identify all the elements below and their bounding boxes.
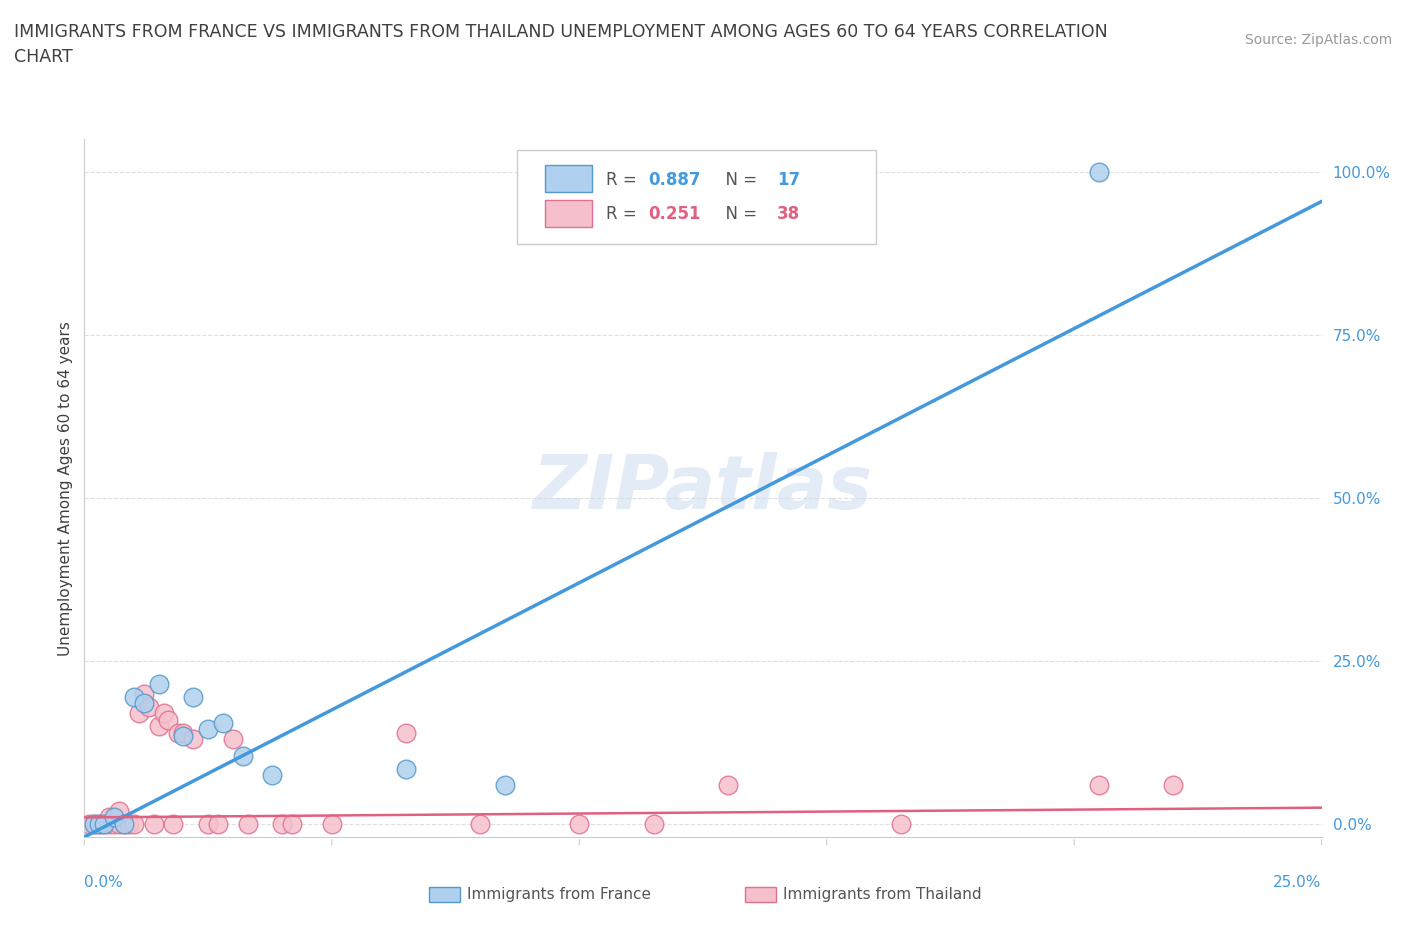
- Point: [103, 817, 125, 831]
- Point: [98, 817, 121, 831]
- Text: IMMIGRANTS FROM FRANCE VS IMMIGRANTS FROM THAILAND UNEMPLOYMENT AMONG AGES 60 TO: IMMIGRANTS FROM FRANCE VS IMMIGRANTS FRO…: [14, 23, 1108, 41]
- Point: [212, 715, 235, 730]
- Point: [568, 817, 591, 831]
- Point: [197, 722, 219, 737]
- Text: R =: R =: [606, 171, 643, 189]
- Text: CHART: CHART: [14, 48, 73, 66]
- Point: [167, 725, 190, 740]
- FancyBboxPatch shape: [517, 150, 876, 245]
- Y-axis label: Unemployment Among Ages 60 to 64 years: Unemployment Among Ages 60 to 64 years: [58, 321, 73, 656]
- Point: [89, 817, 111, 831]
- Point: [132, 686, 155, 701]
- Point: [148, 719, 170, 734]
- Point: [142, 817, 165, 831]
- Point: [93, 817, 115, 831]
- Text: 0.251: 0.251: [648, 206, 702, 223]
- Text: Immigrants from France: Immigrants from France: [467, 887, 651, 902]
- Point: [112, 817, 135, 831]
- Text: N =: N =: [716, 171, 762, 189]
- Point: [93, 817, 115, 831]
- Point: [395, 761, 418, 776]
- Point: [132, 696, 155, 711]
- Point: [494, 777, 516, 792]
- Point: [1161, 777, 1184, 792]
- Point: [197, 817, 219, 831]
- Point: [181, 689, 204, 704]
- Point: [157, 712, 180, 727]
- Point: [108, 804, 131, 818]
- Point: [118, 817, 141, 831]
- Point: [395, 725, 418, 740]
- Point: [281, 817, 304, 831]
- Point: [717, 777, 740, 792]
- Text: 0.0%: 0.0%: [84, 875, 124, 890]
- Point: [112, 817, 135, 831]
- Point: [89, 817, 111, 831]
- Point: [207, 817, 229, 831]
- Point: [138, 699, 160, 714]
- Point: [83, 817, 105, 831]
- Point: [98, 810, 121, 825]
- Point: [162, 817, 184, 831]
- Text: N =: N =: [716, 206, 762, 223]
- Text: R =: R =: [606, 206, 643, 223]
- Text: 38: 38: [778, 206, 800, 223]
- Point: [152, 706, 174, 721]
- Point: [108, 817, 131, 831]
- Point: [222, 732, 245, 747]
- Text: Immigrants from Thailand: Immigrants from Thailand: [783, 887, 981, 902]
- Point: [79, 817, 101, 831]
- Point: [181, 732, 204, 747]
- Text: ZIPatlas: ZIPatlas: [533, 452, 873, 525]
- FancyBboxPatch shape: [544, 166, 592, 192]
- Point: [890, 817, 912, 831]
- Point: [1088, 777, 1111, 792]
- Point: [1088, 165, 1111, 179]
- Point: [172, 725, 194, 740]
- Point: [122, 817, 145, 831]
- Point: [470, 817, 492, 831]
- Text: 25.0%: 25.0%: [1274, 875, 1322, 890]
- Point: [83, 817, 105, 831]
- FancyBboxPatch shape: [544, 200, 592, 227]
- Point: [236, 817, 259, 831]
- Point: [271, 817, 294, 831]
- Text: 17: 17: [778, 171, 800, 189]
- Point: [103, 810, 125, 825]
- Point: [643, 817, 665, 831]
- Point: [128, 706, 150, 721]
- Text: Source: ZipAtlas.com: Source: ZipAtlas.com: [1244, 33, 1392, 46]
- Point: [172, 728, 194, 743]
- Point: [148, 676, 170, 691]
- Point: [232, 748, 254, 763]
- Point: [321, 817, 343, 831]
- Text: 0.887: 0.887: [648, 171, 702, 189]
- Point: [262, 767, 284, 782]
- Point: [122, 689, 145, 704]
